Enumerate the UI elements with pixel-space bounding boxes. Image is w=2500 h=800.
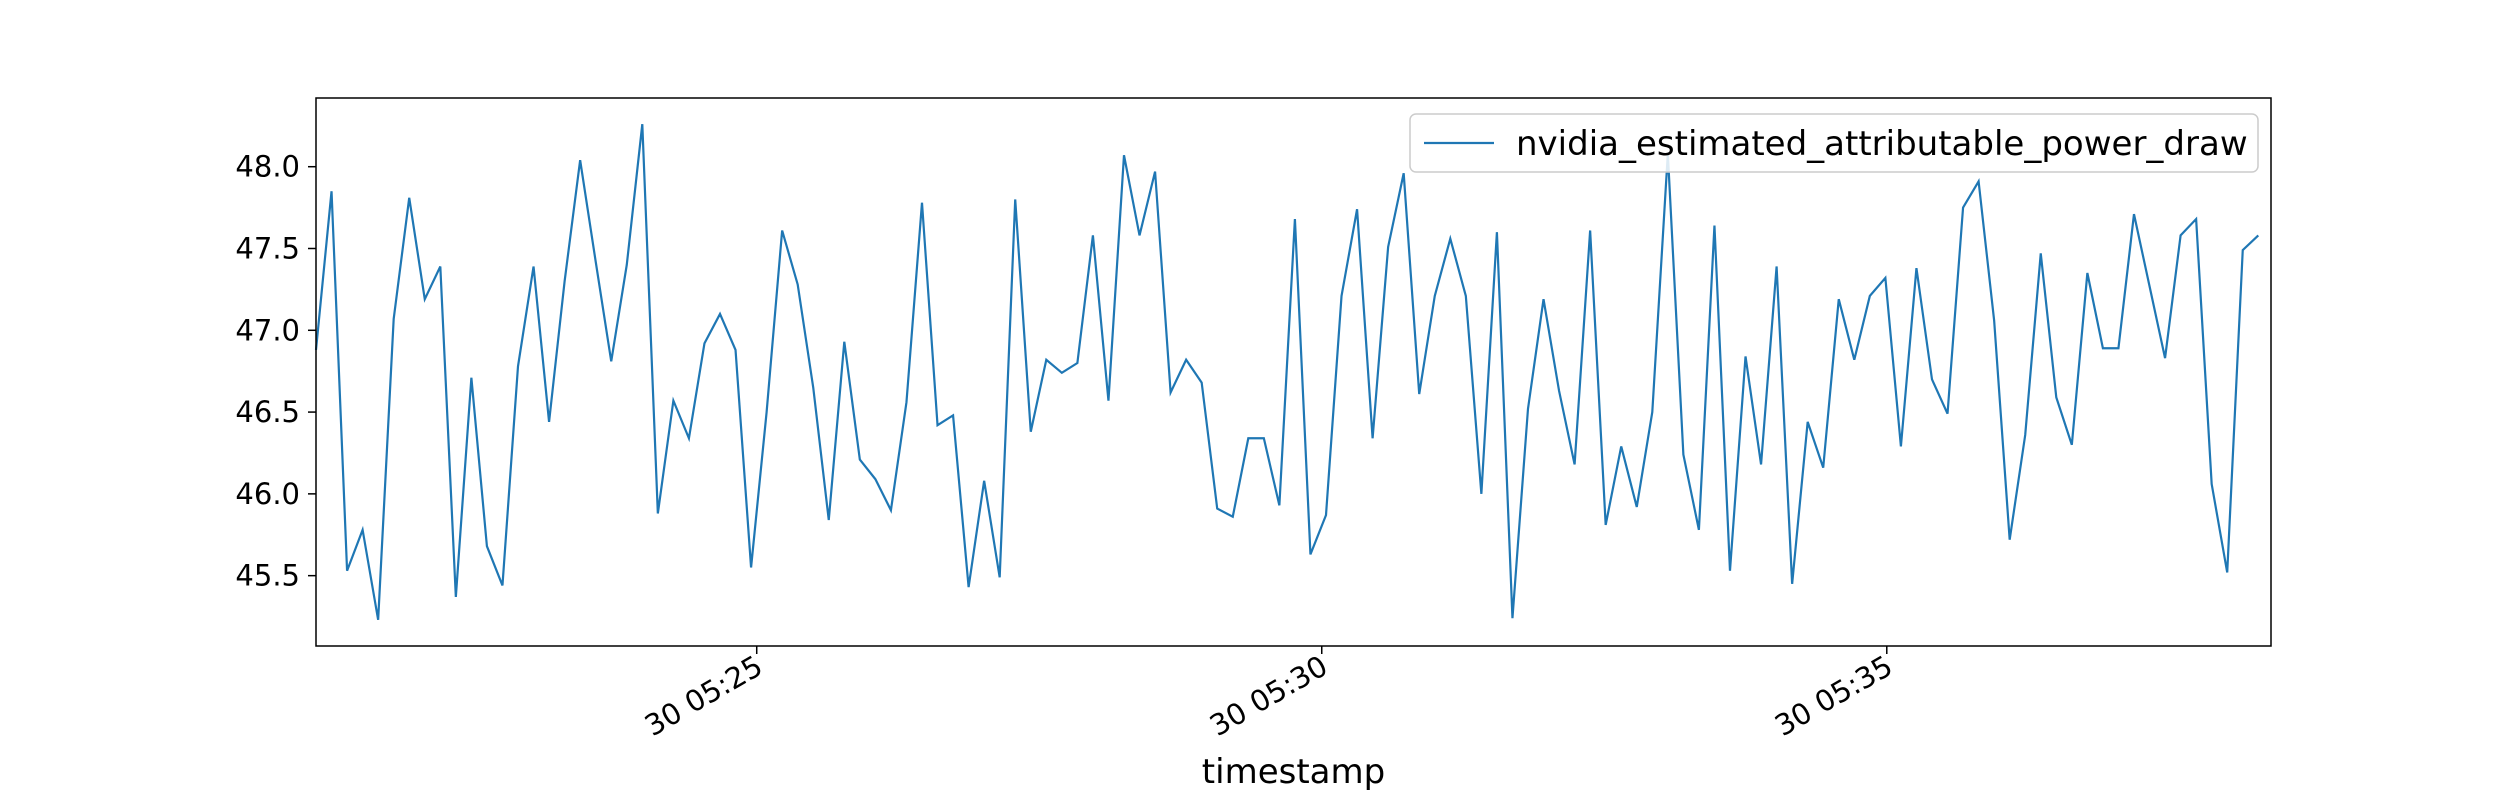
legend: nvidia_estimated_attributable_power_draw — [1409, 113, 2259, 173]
series-line — [314, 124, 2260, 621]
y-tick-label: 45.5 — [235, 559, 300, 593]
x-tick-label: 30 05:35 — [1769, 649, 1898, 743]
y-tick-label: 46.5 — [235, 395, 300, 429]
plot-area-frame — [315, 97, 2272, 647]
y-axis-ticks: 45.5 46.0 46.5 47.0 47.5 48.0 — [235, 150, 316, 593]
legend-box — [1409, 113, 2259, 173]
y-tick-label: 47.5 — [235, 231, 300, 265]
legend-label: nvidia_estimated_attributable_power_draw — [1516, 124, 2248, 164]
x-axis-ticks: 30 05:25 30 05:30 30 05:35 — [639, 646, 1898, 743]
y-tick-label: 46.0 — [235, 477, 300, 511]
x-axis-title: timestamp — [1202, 752, 1385, 792]
x-tick-label: 30 05:25 — [639, 649, 768, 743]
x-tick-label: 30 05:30 — [1204, 649, 1333, 743]
y-tick-label: 48.0 — [235, 150, 300, 184]
y-tick-label: 47.0 — [235, 313, 300, 347]
